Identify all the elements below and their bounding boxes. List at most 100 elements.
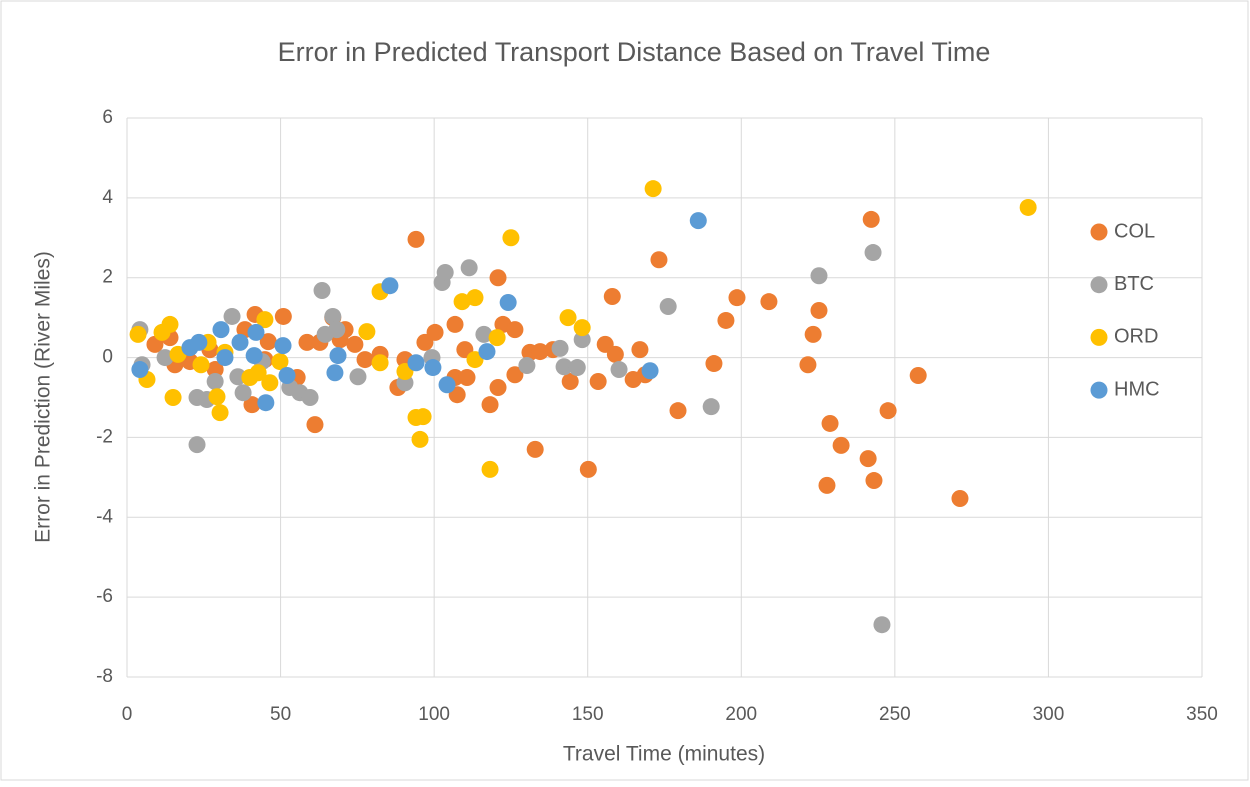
point — [466, 289, 484, 307]
point — [411, 430, 429, 448]
point — [821, 414, 839, 432]
x-tick-label: 0 — [122, 704, 133, 725]
point — [603, 287, 621, 305]
point — [274, 307, 292, 325]
point — [256, 311, 274, 329]
point — [161, 315, 179, 333]
point — [810, 301, 828, 319]
legend-marker — [1090, 381, 1108, 399]
point — [313, 281, 331, 299]
point — [129, 325, 147, 343]
y-tick-label: 6 — [102, 107, 113, 128]
point — [424, 359, 442, 377]
point — [328, 321, 346, 339]
point — [579, 460, 597, 478]
point — [717, 311, 735, 329]
point — [689, 212, 707, 230]
point — [190, 333, 208, 351]
point — [426, 323, 444, 341]
point — [818, 476, 836, 494]
point — [951, 490, 969, 508]
point — [271, 353, 289, 371]
point — [458, 369, 476, 387]
point — [606, 345, 624, 363]
legend-marker — [1090, 328, 1108, 346]
point — [349, 368, 367, 386]
point — [453, 293, 471, 311]
point — [436, 264, 454, 282]
point — [650, 251, 668, 269]
point — [481, 396, 499, 414]
point — [298, 333, 316, 351]
point — [559, 309, 577, 327]
point — [669, 402, 687, 420]
point — [760, 293, 778, 311]
y-tick-label: -4 — [96, 506, 113, 527]
point — [568, 359, 586, 377]
point — [460, 259, 478, 277]
legend-text: BTC — [1114, 273, 1154, 295]
point — [259, 333, 277, 351]
point — [506, 321, 524, 339]
point — [274, 337, 292, 355]
point — [561, 373, 579, 391]
point — [804, 325, 822, 343]
point — [573, 319, 591, 337]
y-tick-label: 0 — [102, 347, 113, 368]
point — [644, 180, 662, 198]
point — [862, 210, 880, 228]
point — [489, 269, 507, 287]
x-tick-label: 350 — [1186, 704, 1218, 725]
point — [641, 362, 659, 380]
point — [278, 367, 296, 385]
point — [551, 339, 569, 357]
point — [488, 329, 506, 347]
point — [438, 376, 456, 394]
point — [206, 373, 224, 391]
point — [257, 394, 275, 412]
legend-text: ORD — [1114, 326, 1158, 348]
point — [573, 331, 591, 349]
point — [728, 289, 746, 307]
point — [799, 356, 817, 374]
y-tick-label: 2 — [102, 267, 113, 288]
legend-text: COL — [1114, 220, 1155, 242]
point — [909, 367, 927, 385]
x-axis-label: Travel Time (minutes) — [563, 743, 765, 766]
point — [702, 398, 720, 416]
point — [247, 323, 265, 341]
point — [381, 277, 399, 295]
point — [489, 379, 507, 397]
point — [466, 351, 484, 369]
point — [1019, 198, 1037, 216]
point — [446, 315, 464, 333]
x-tick-label: 200 — [725, 704, 757, 725]
point — [499, 293, 517, 311]
point — [610, 361, 628, 379]
point — [865, 472, 883, 490]
point — [475, 325, 493, 343]
point — [873, 616, 891, 634]
x-tick-label: 300 — [1033, 704, 1065, 725]
y-axis-label: Error in Prediction (River Miles) — [32, 251, 55, 543]
point — [329, 347, 347, 365]
point — [249, 364, 267, 382]
x-tick-label: 50 — [270, 704, 291, 725]
point — [301, 389, 319, 406]
point — [223, 307, 241, 325]
point — [631, 341, 649, 359]
point — [326, 364, 344, 382]
point — [879, 402, 897, 420]
chart-title: Error in Predicted Transport Distance Ba… — [278, 37, 991, 67]
point — [156, 349, 174, 367]
point — [208, 388, 226, 406]
x-tick-label: 150 — [572, 704, 604, 725]
point — [234, 384, 252, 402]
point — [188, 436, 206, 454]
point — [245, 347, 263, 365]
x-tick-label: 250 — [879, 704, 911, 725]
point — [216, 349, 234, 367]
point — [371, 354, 389, 372]
